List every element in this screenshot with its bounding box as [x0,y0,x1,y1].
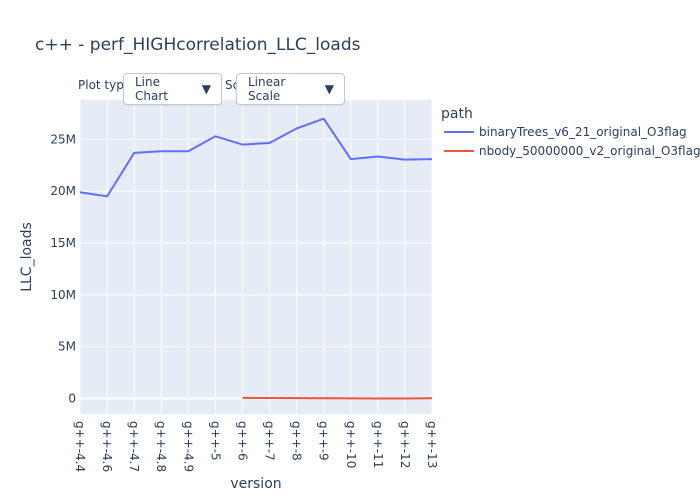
x-axis-title: version [230,476,281,492]
legend-title: path [441,106,473,122]
series-lines [79,117,433,400]
y-axis-title: LLC_loads [19,222,35,292]
scale-value: Linear Scale [248,75,286,103]
scale-dropdown[interactable]: Linear Scale ▼ [236,73,345,105]
plot-type-dropdown[interactable]: Line Chart ▼ [123,73,222,105]
plot-type-value: Line Chart [135,75,168,103]
y-tick-label: 0 [68,391,76,405]
y-axis-ticks: 0 5M 10M 15M 20M 25M [50,132,76,405]
legend-item-label[interactable]: nbody_50000000_v2_original_O3flag [479,144,700,158]
chevron-down-icon: ▼ [324,82,334,96]
x-tick-label: g++-8 [290,421,304,461]
grid-lines [79,100,433,414]
x-tick-label: g++-13 [425,421,439,468]
chevron-down-icon: ▼ [201,82,211,96]
x-tick-label: g++-6 [235,421,249,461]
plot-area[interactable] [80,100,432,414]
x-tick-label: g++-4.8 [154,421,168,472]
series-line[interactable] [79,117,433,198]
x-tick-label: g++-10 [344,421,358,468]
y-tick-label: 15M [50,236,76,250]
y-tick-label: 5M [58,340,76,354]
x-tick-label: g++-4.9 [181,421,195,472]
x-tick-label: g++-4.7 [127,421,141,472]
y-tick-label: 10M [50,288,76,302]
x-axis-ticks: g++-4.4 g++-4.6 g++-4.7 g++-4.8 g++-4.9 g++-5… [73,421,439,472]
x-tick-label: g++-9 [317,421,331,461]
x-tick-label: g++-12 [398,421,412,468]
x-tick-label: g++-5 [208,421,222,461]
plot-type-label: Plot type [78,78,132,92]
x-tick-label: g++-11 [371,421,385,468]
x-tick-label: g++-4.4 [73,421,87,472]
legend-item-label[interactable]: binaryTrees_v6_21_original_O3flag [479,125,687,139]
y-tick-label: 20M [50,184,76,198]
x-tick-label: g++-7 [263,421,277,461]
y-tick-label: 25M [50,132,76,146]
chart-title: c++ - perf_HIGHcorrelation_LLC_loads [35,35,361,55]
x-tick-label: g++-4.6 [100,421,114,472]
series-line[interactable] [242,396,433,400]
legend[interactable]: binaryTrees_v6_21_original_O3flag nbody_5… [444,125,700,158]
